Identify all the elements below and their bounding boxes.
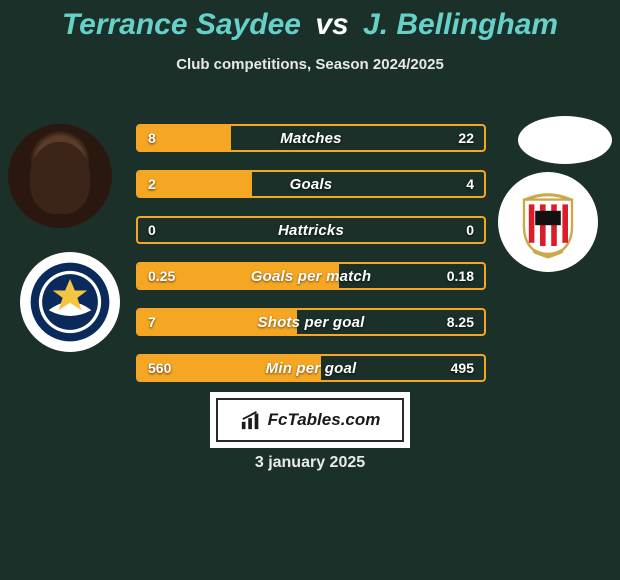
- stat-label: Goals: [290, 176, 333, 193]
- stat-row: 0.25 Goals per match 0.18: [136, 262, 486, 290]
- player2-club-crest: [498, 172, 598, 272]
- watermark-text: FcTables.com: [268, 410, 381, 430]
- stat-label: Goals per match: [251, 268, 372, 285]
- stat-value-right: 0.18: [447, 268, 474, 284]
- player1-avatar: [8, 124, 112, 228]
- player1-club-crest: [20, 252, 120, 352]
- player2-avatar: [518, 116, 612, 164]
- stat-value-left: 2: [148, 176, 156, 192]
- fctables-logo-icon: [240, 409, 262, 431]
- stat-row: 2 Goals 4: [136, 170, 486, 198]
- stat-value-left: 8: [148, 130, 156, 146]
- stat-value-left: 7: [148, 314, 156, 330]
- stat-value-right: 4: [466, 176, 474, 192]
- watermark: FcTables.com: [210, 392, 410, 448]
- stat-value-right: 495: [451, 360, 474, 376]
- stat-label: Matches: [280, 130, 341, 147]
- stat-value-left: 560: [148, 360, 171, 376]
- stats-bars: 8Matches222Goals40Hattricks00.25Goals pe…: [136, 124, 486, 400]
- stat-value-right: 0: [466, 222, 474, 238]
- subtitle: Club competitions, Season 2024/2025: [0, 56, 620, 73]
- vs-label: vs: [315, 8, 348, 41]
- stat-value-right: 8.25: [447, 314, 474, 330]
- stat-value-right: 22: [458, 130, 474, 146]
- stat-row: 560 Min per goal 495: [136, 354, 486, 382]
- comparison-title: Terrance Saydee vs J. Bellingham: [0, 0, 620, 42]
- generated-date: 3 january 2025: [0, 454, 620, 472]
- stat-label: Hattricks: [278, 222, 344, 239]
- stat-label: Shots per goal: [258, 314, 365, 331]
- stat-label: Min per goal: [266, 360, 357, 377]
- player2-name: J. Bellingham: [363, 8, 558, 41]
- stat-row: 0 Hattricks 0: [136, 216, 486, 244]
- stat-value-left: 0: [148, 222, 156, 238]
- stat-value-left: 0.25: [148, 268, 175, 284]
- sunderland-crest-icon: [508, 182, 588, 262]
- stat-row: 7 Shots per goal 8.25: [136, 308, 486, 336]
- player1-name: Terrance Saydee: [62, 8, 301, 41]
- stat-row: 8 Matches 22: [136, 124, 486, 152]
- portsmouth-crest-icon: [29, 261, 111, 343]
